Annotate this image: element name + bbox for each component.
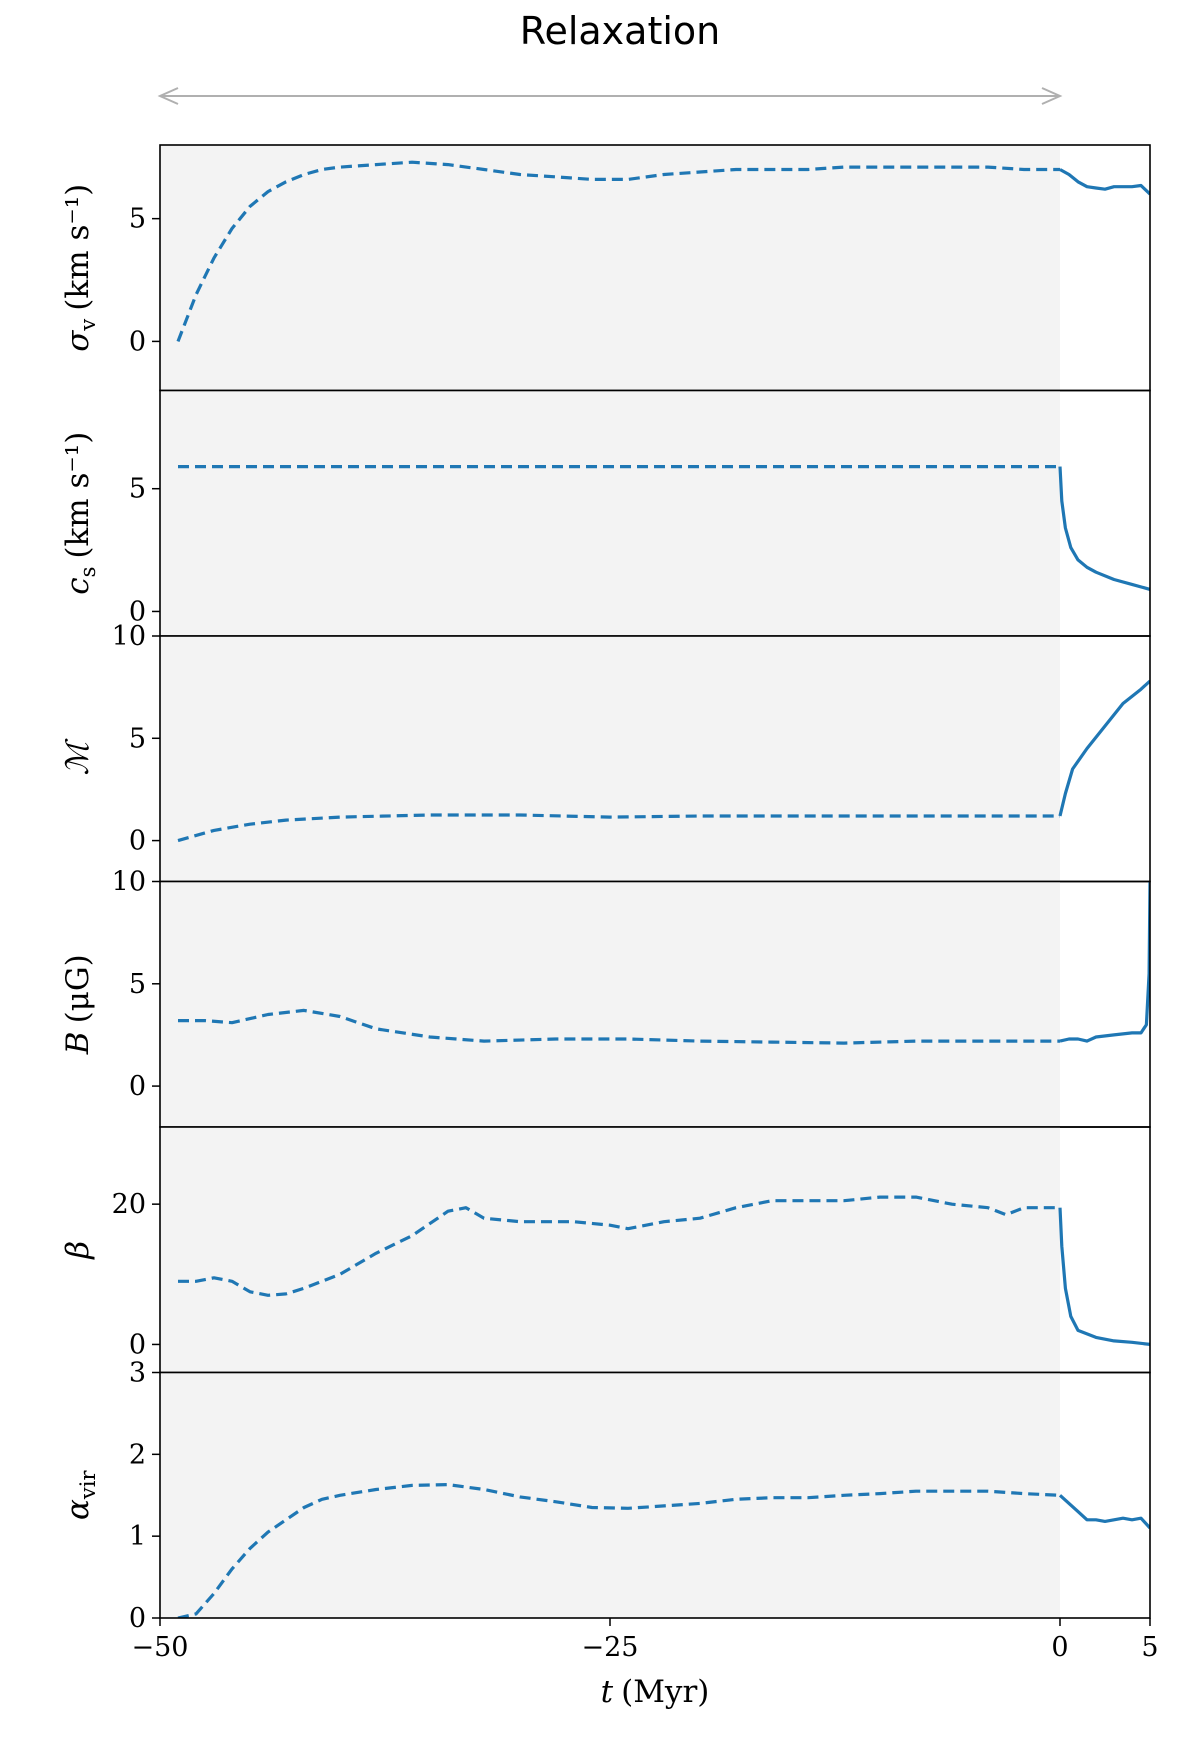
y-tick-label: 0 <box>129 596 146 627</box>
panel-5-lines <box>177 1482 1150 1618</box>
relaxation-series-line <box>177 813 1060 843</box>
y-axis-label-subscript: s <box>76 567 100 578</box>
y-tick-label: 5 <box>129 969 146 1000</box>
panel-5: 0 1 2 3 αvir <box>60 1358 1151 1634</box>
relaxation-shade <box>160 1372 1060 1618</box>
y-axis-label-unit: (μG) <box>60 954 96 1023</box>
y-tick-label: 0 <box>129 1329 146 1360</box>
y-tick-label: 5 <box>129 723 146 754</box>
y-tick-label: 5 <box>129 204 146 235</box>
y-axis-label: β <box>60 1241 96 1260</box>
relaxation-series-line <box>176 160 1060 342</box>
x-axis-label-symbol: t <box>601 1674 614 1710</box>
relaxation-shade <box>160 881 1060 1127</box>
y-axis-label-unit: (km s⁻¹) <box>60 432 96 559</box>
panel-4-lines <box>178 1195 1150 1346</box>
x-tick-label: 0 <box>1051 1632 1068 1663</box>
y-axis-label-symbol: α <box>60 1499 96 1520</box>
relaxation-shade <box>160 145 1060 391</box>
y-tick-label: 2 <box>129 1439 146 1470</box>
evolution-series-line <box>1058 679 1150 817</box>
relaxation-shade <box>160 390 1060 636</box>
relaxation-arrow <box>157 87 1063 105</box>
y-axis-label-symbol: σ <box>60 330 96 352</box>
y-axis-label-subscript: vir <box>76 1470 100 1501</box>
y-axis-label-symbol: c <box>60 577 96 594</box>
panel-0-lines <box>176 160 1150 342</box>
relaxation-series-line <box>177 1482 1061 1618</box>
relaxation-shade <box>160 636 1060 882</box>
y-tick-label: 10 <box>112 867 146 898</box>
y-axis-label: cs (km s⁻¹) <box>60 432 100 595</box>
relaxation-arrow-head-right <box>1041 87 1063 105</box>
y-tick-label: 0 <box>129 826 146 857</box>
relaxation-arrow-head-left <box>157 87 179 105</box>
relaxation-series-line <box>178 1008 1060 1045</box>
x-tick-label: −25 <box>582 1632 639 1663</box>
y-axis-label-symbol: B <box>60 1031 96 1055</box>
panel-1: 0 5 cs (km s⁻¹) <box>60 389 1151 637</box>
y-tick-label: 0 <box>129 1071 146 1102</box>
evolution-series-line <box>1058 1207 1150 1346</box>
panel-2-lines <box>177 679 1150 843</box>
x-axis-label: t (Myr) <box>601 1674 710 1710</box>
relaxation-series-line <box>178 1195 1060 1297</box>
y-tick-label: 3 <box>129 1358 146 1389</box>
x-axis: −50 −25 0 5 t (Myr) <box>132 1618 1159 1710</box>
panel-1-lines <box>178 465 1150 591</box>
panel-2: 0 5 10 ℳ <box>60 621 1151 883</box>
y-axis-label-symbol: β <box>60 1241 96 1260</box>
panel-3-lines <box>178 881 1150 1045</box>
y-axis-label: σv (km s⁻¹) <box>60 184 100 352</box>
y-tick-label: 10 <box>112 621 146 652</box>
relaxation-shade <box>160 1127 1060 1373</box>
y-tick-label: 0 <box>129 1603 146 1634</box>
x-tick-label: −50 <box>132 1632 189 1663</box>
panel-3: 0 5 10 B (μG) <box>60 867 1151 1128</box>
y-axis-label-subscript: v <box>76 319 100 332</box>
x-tick-label: 5 <box>1141 1632 1158 1663</box>
panel-0: 0 5 σv (km s⁻¹) <box>60 144 1151 392</box>
relaxation-label: Relaxation <box>520 9 720 53</box>
evolution-series-line <box>1059 881 1150 1043</box>
y-tick-label: 5 <box>129 474 146 505</box>
y-axis-label-symbol: ℳ <box>60 738 96 775</box>
panel-4: 0 20 β <box>60 1126 1151 1374</box>
y-axis-label: αvir <box>60 1470 100 1521</box>
y-axis-label: B (μG) <box>60 954 96 1055</box>
y-axis-label-unit: (km s⁻¹) <box>60 184 96 311</box>
y-axis-label: ℳ <box>60 738 96 775</box>
evolution-series-line <box>1059 168 1150 196</box>
evolution-series-line <box>1058 1494 1150 1530</box>
y-tick-label: 20 <box>112 1189 146 1220</box>
y-tick-label: 1 <box>129 1521 146 1552</box>
evolution-series-line <box>1058 466 1150 591</box>
x-axis-label-unit: (Myr) <box>621 1674 709 1710</box>
panel-frame <box>159 1371 1151 1619</box>
y-tick-label: 0 <box>129 326 146 357</box>
